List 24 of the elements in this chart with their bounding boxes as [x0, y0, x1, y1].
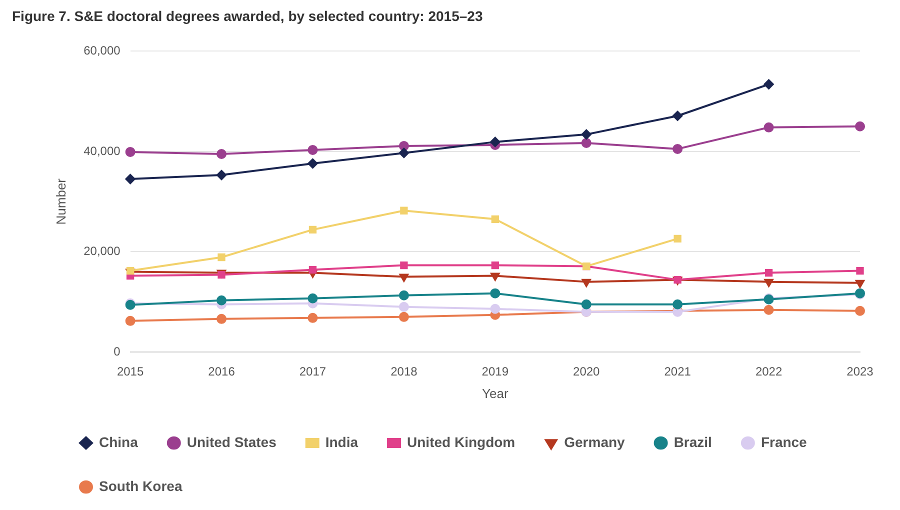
x-tick-label: 2020 [573, 364, 600, 379]
y-tick-label: 40,000 [84, 144, 121, 158]
x-tick-label: 2019 [482, 364, 509, 379]
y-tick-label: 60,000 [84, 44, 121, 58]
chart-title: Figure 7. S&E doctoral degrees awarded, by selected country: 2015–23 [12, 8, 483, 24]
x-axis-title: Year [482, 386, 509, 401]
x-tick-label: 2017 [299, 364, 326, 379]
legend-label: Germany [564, 434, 626, 450]
legend-label: Brazil [674, 434, 712, 450]
x-tick-label: 2023 [846, 364, 874, 379]
legend-label: South Korea [99, 478, 182, 494]
legend-label: India [325, 434, 358, 450]
x-tick-label: 2021 [664, 364, 692, 379]
y-tick-label: 20,000 [84, 244, 121, 258]
y-axis-title: Number [53, 178, 68, 225]
x-tick-label: 2018 [390, 364, 418, 379]
legend-label: United States [186, 434, 277, 450]
legend-label: United Kingdom [407, 434, 516, 450]
x-tick-label: 2016 [208, 364, 236, 379]
legend-label: China [99, 434, 138, 450]
x-tick-label: 2015 [116, 364, 144, 379]
legend-label: France [760, 434, 808, 450]
y-tick-label: 0 [114, 344, 121, 358]
x-tick-label: 2022 [755, 364, 782, 379]
